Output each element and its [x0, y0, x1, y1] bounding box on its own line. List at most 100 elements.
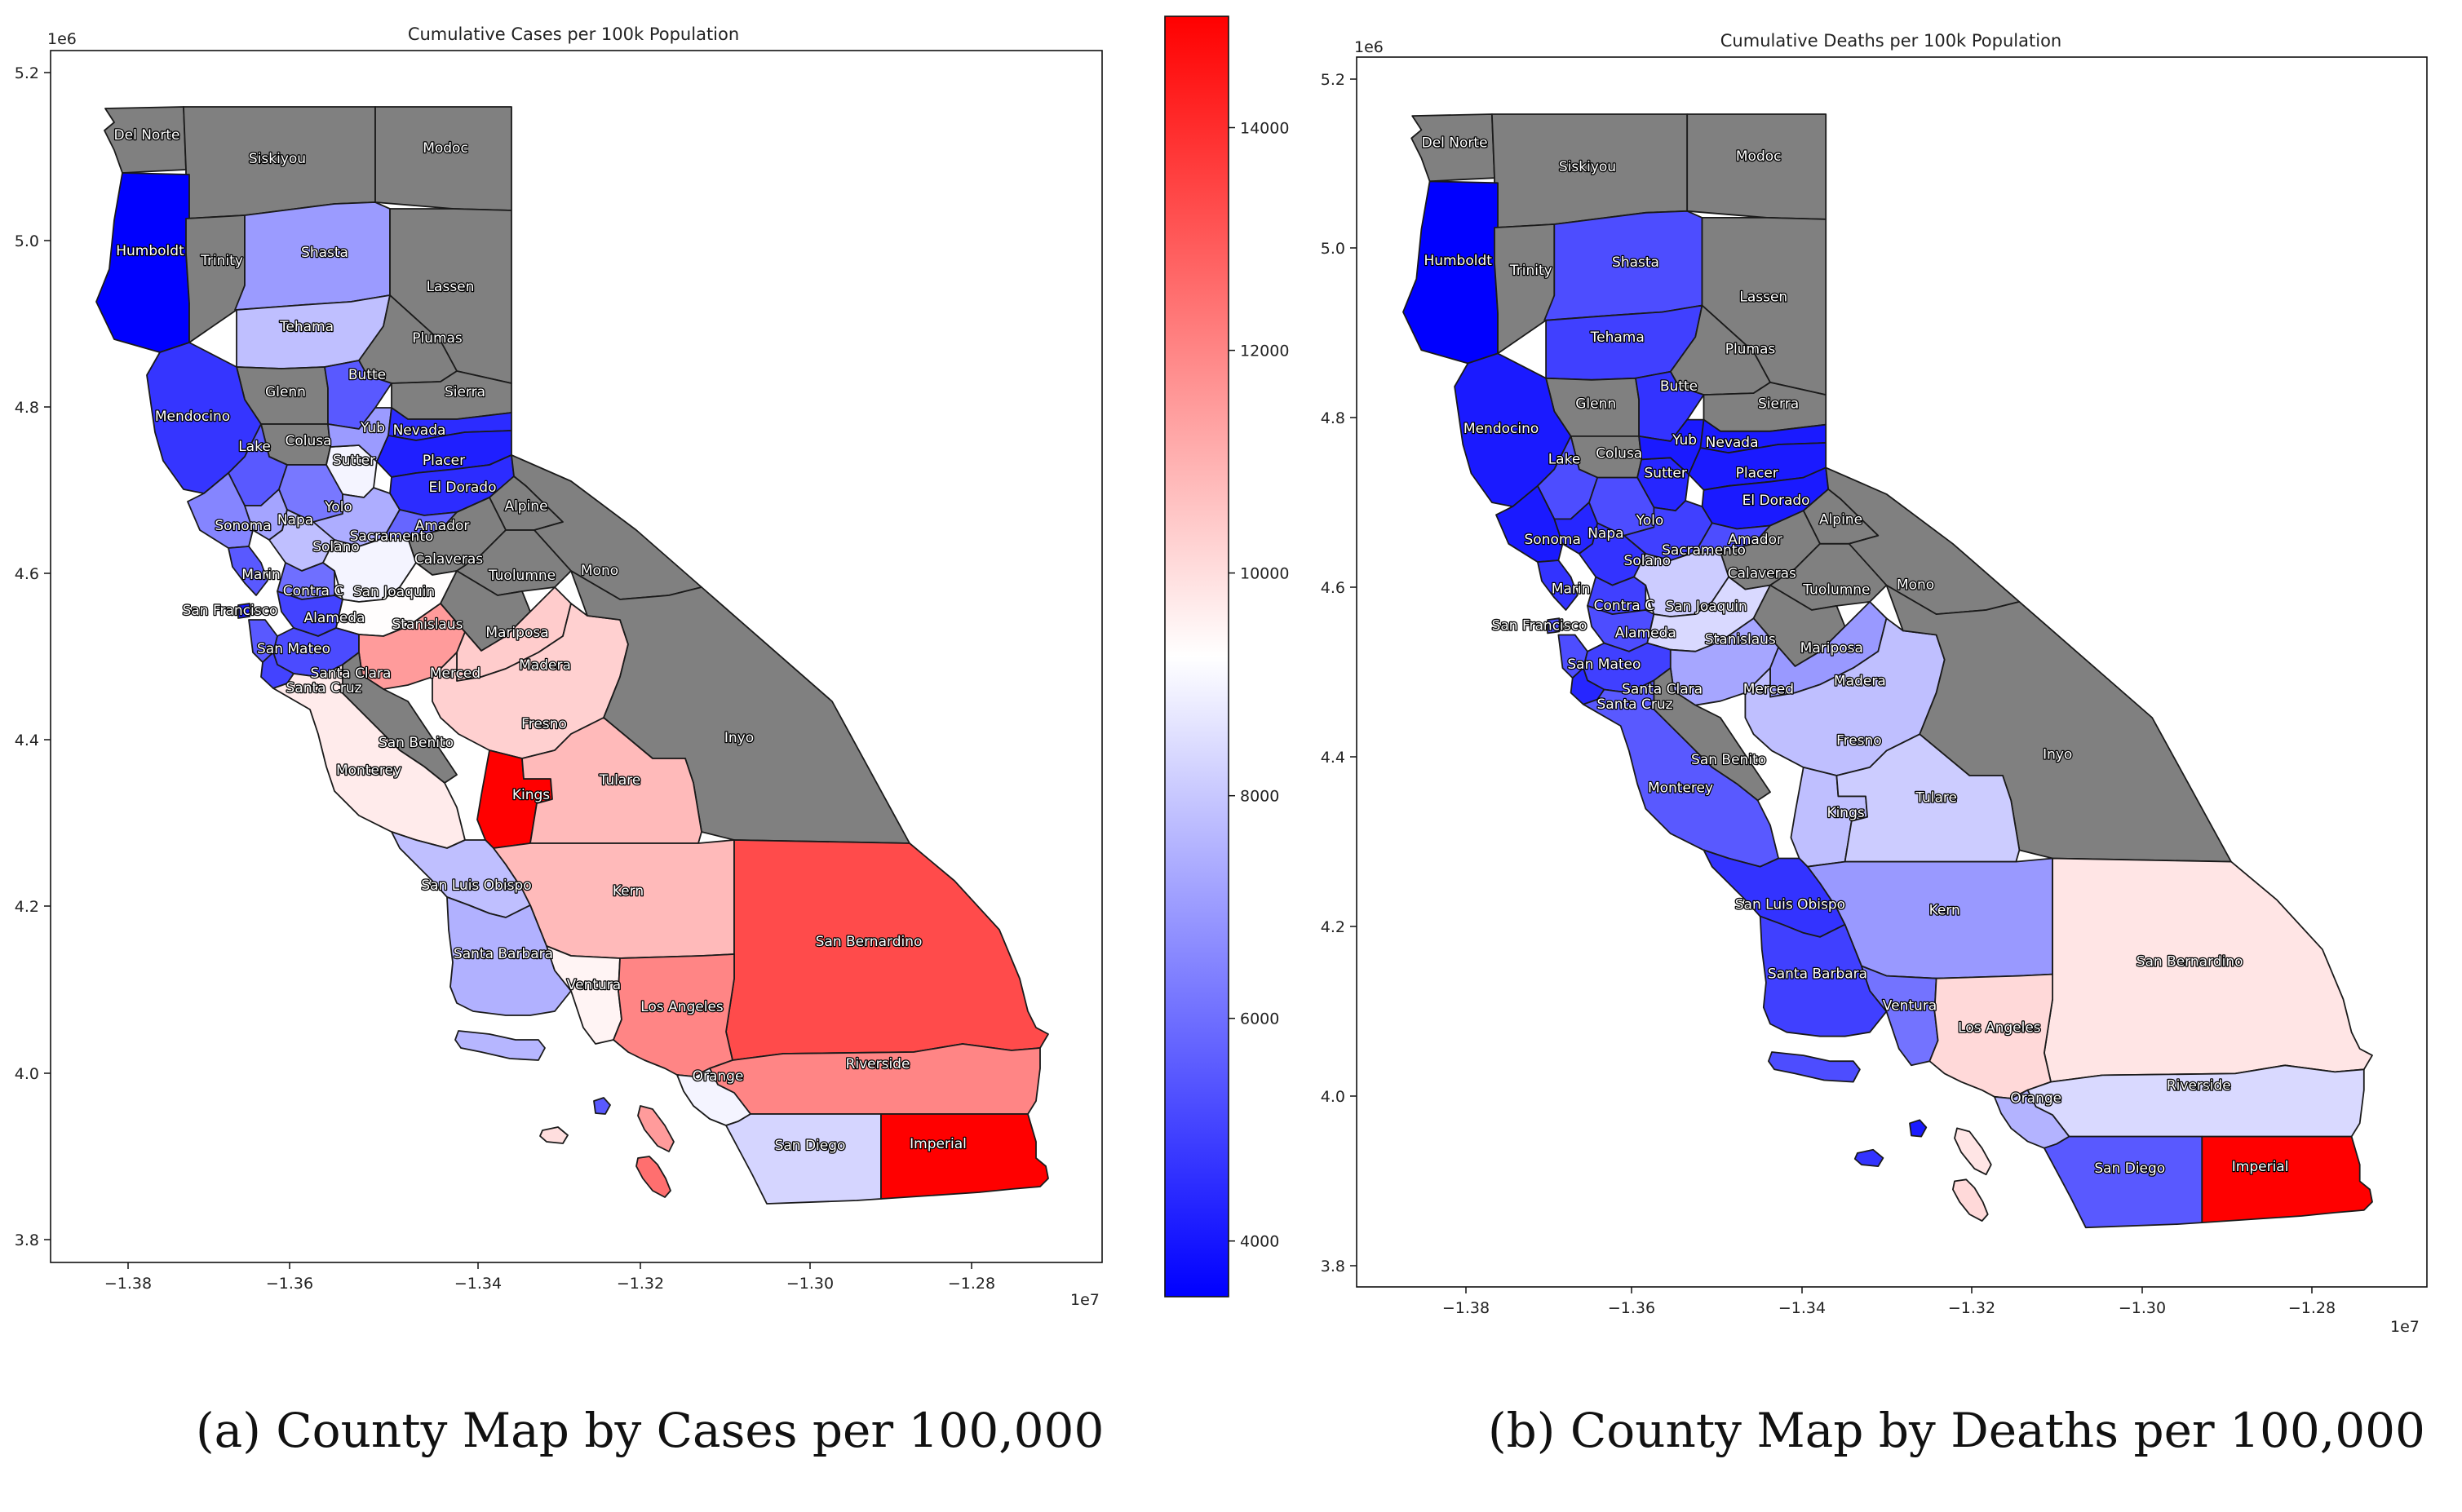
y-tick-label-deaths: 4.8	[1321, 409, 1345, 427]
county-label-los-angeles-cases: Los Angeles	[640, 999, 724, 1015]
county-label-sacramento-cases: Sacramento	[350, 528, 434, 545]
county-label-lassen-cases: Lassen	[427, 279, 475, 295]
island-channel-deaths	[1768, 1051, 1861, 1083]
county-label-santa-cruz-deaths: Santa Cruz	[1596, 696, 1672, 713]
county-label-trinity-cases: Trinity	[200, 253, 243, 269]
county-label-nevada-cases: Nevada	[393, 422, 446, 439]
colorbar-gradient	[1164, 15, 1229, 1298]
county-label-tuolumne-deaths: Tuolumne	[1802, 582, 1870, 599]
county-san-francisco-cases	[237, 603, 250, 619]
county-label-mariposa-cases: Mariposa	[485, 625, 548, 641]
county-label-trinity-deaths: Trinity	[1509, 263, 1552, 279]
caption-deaths: (b) County Map by Deaths per 100,000	[1488, 1403, 2425, 1458]
colorbar-tick-label: 6000	[1240, 1010, 1279, 1028]
county-tulare-cases	[521, 717, 702, 844]
county-label-humboldt-cases: Humboldt	[116, 243, 184, 259]
county-santa-barbara-deaths	[1759, 915, 1888, 1037]
county-label-san-joaquin-deaths: San Joaquin	[1665, 599, 1747, 615]
county-label-san-francisco-deaths: San Francisco	[1492, 617, 1587, 634]
island-south-2-deaths	[1853, 1148, 1884, 1167]
county-label-riverside-deaths: Riverside	[2167, 1078, 2231, 1094]
map-frame-cases	[50, 50, 1103, 1263]
x-tick-label-deaths: −1.30	[2119, 1299, 2166, 1317]
county-label-san-joaquin-cases: San Joaquin	[353, 584, 435, 600]
county-label-santa-cruz-cases: Santa Cruz	[286, 680, 361, 696]
county-label-sutter-cases: Sutter	[333, 453, 375, 469]
island-south-3-deaths	[1954, 1127, 1992, 1176]
map-frame-deaths	[1356, 56, 2428, 1288]
y-axis-offset-deaths: 1e6	[1354, 38, 1384, 56]
county-label-san-bernardino-deaths: San Bernardino	[2137, 954, 2243, 970]
x-tick-label-deaths: −1.28	[2288, 1299, 2336, 1317]
county-label-yolo-deaths: Yolo	[1636, 513, 1664, 529]
county-label-los-angeles-deaths: Los Angeles	[1958, 1020, 2041, 1037]
y-tick-label-cases: 4.4	[15, 732, 39, 749]
county-label-contra-costa-deaths: Contra C	[1594, 598, 1654, 614]
county-label-san-mateo-cases: San Mateo	[257, 641, 330, 657]
county-label-madera-deaths: Madera	[1834, 673, 1886, 689]
county-label-placer-deaths: Placer	[1736, 466, 1778, 482]
county-label-mono-deaths: Mono	[1897, 577, 1934, 594]
colorbar-tick-label: 8000	[1240, 788, 1279, 806]
county-label-marin-cases: Marin	[241, 567, 281, 583]
x-tick-label-cases: −1.36	[266, 1275, 313, 1293]
county-label-modoc-deaths: Modoc	[1736, 148, 1782, 165]
y-axis-deaths: 5.2 5.0 4.8 4.6 4.4 4.2 4.0 3.8	[1321, 71, 1357, 1275]
county-label-fresno-deaths: Fresno	[1836, 733, 1882, 749]
county-imperial-deaths	[2201, 1135, 2373, 1223]
map-panel-deaths: Cumulative Deaths per 100k Population 1e…	[1321, 31, 2428, 1336]
county-label-siskiyou-cases: Siskiyou	[249, 151, 306, 167]
county-label-san-diego-deaths: San Diego	[2094, 1161, 2165, 1177]
county-label-yolo-cases: Yolo	[324, 499, 352, 515]
county-modoc-cases	[374, 106, 512, 211]
county-label-san-luis-obispo-deaths: San Luis Obispo	[1735, 896, 1845, 913]
y-tick-label-cases: 5.2	[15, 64, 39, 82]
county-label-colusa-deaths: Colusa	[1596, 445, 1642, 462]
y-tick-label-cases: 3.8	[15, 1231, 39, 1249]
county-map-deaths: Del Norte Siskiyou Modoc Humboldt Trinity Sha…	[1402, 113, 2373, 1229]
county-label-lassen-deaths: Lassen	[1739, 289, 1787, 305]
county-label-mariposa-deaths: Mariposa	[1800, 640, 1863, 657]
county-label-sacramento-deaths: Sacramento	[1662, 542, 1746, 559]
x-axis-offset-deaths: 1e7	[2390, 1318, 2420, 1336]
county-label-sonoma-cases: Sonoma	[215, 518, 271, 534]
county-imperial-cases	[880, 1113, 1049, 1200]
county-label-stanislaus-deaths: Stanislaus	[1705, 632, 1776, 648]
county-los-angeles-deaths	[1928, 973, 2053, 1099]
y-tick-label-cases: 4.8	[15, 399, 39, 417]
x-axis-deaths: −1.38 −1.36 −1.34 −1.32 −1.30 −1.28	[1442, 1287, 2336, 1317]
island-south-4-cases	[635, 1156, 671, 1198]
x-tick-label-deaths: −1.36	[1608, 1299, 1655, 1317]
island-south-3-cases	[637, 1105, 675, 1152]
county-label-san-bernardino-cases: San Bernardino	[816, 934, 923, 950]
x-axis-cases: −1.38 −1.36 −1.34 −1.32 −1.30 −1.28	[104, 1262, 995, 1293]
county-label-stanislaus-cases: Stanislaus	[392, 617, 463, 633]
county-label-kern-deaths: Kern	[1929, 903, 1960, 919]
y-tick-label-cases: 4.2	[15, 898, 39, 916]
county-label-siskiyou-deaths: Siskiyou	[1559, 159, 1616, 175]
county-label-napa-cases: Napa	[277, 512, 313, 528]
county-humboldt-cases	[95, 172, 190, 353]
county-san-bernardino-deaths	[2044, 857, 2373, 1083]
county-label-santa-clara-deaths: Santa Clara	[1622, 682, 1703, 698]
colorbar-tick-label: 14000	[1240, 120, 1289, 138]
county-label-orange-deaths: Orange	[2010, 1090, 2061, 1107]
county-label-sonoma-deaths: Sonoma	[1525, 532, 1581, 548]
county-label-amador-cases: Amador	[415, 518, 470, 534]
county-label-calaveras-cases: Calaveras	[414, 551, 483, 568]
county-label-nevada-deaths: Nevada	[1706, 435, 1759, 451]
county-label-monterey-cases: Monterey	[336, 763, 401, 779]
county-label-san-luis-obispo-cases: San Luis Obispo	[421, 878, 531, 894]
y-tick-label-deaths: 4.6	[1321, 579, 1345, 597]
county-label-solano-cases: Solano	[312, 539, 360, 555]
county-label-el-dorado-deaths: El Dorado	[1742, 493, 1810, 509]
county-label-solano-deaths: Solano	[1624, 553, 1672, 569]
county-label-shasta-deaths: Shasta	[1612, 254, 1659, 271]
x-tick-label-cases: −1.38	[104, 1275, 152, 1293]
county-label-sutter-deaths: Sutter	[1645, 466, 1687, 482]
y-tick-label-cases: 4.6	[15, 565, 39, 583]
county-label-humboldt-deaths: Humboldt	[1424, 253, 1492, 269]
county-label-santa-barbara-deaths: Santa Barbara	[1768, 966, 1867, 983]
county-label-san-benito-cases: San Benito	[379, 735, 454, 751]
county-label-butte-cases: Butte	[348, 367, 386, 383]
